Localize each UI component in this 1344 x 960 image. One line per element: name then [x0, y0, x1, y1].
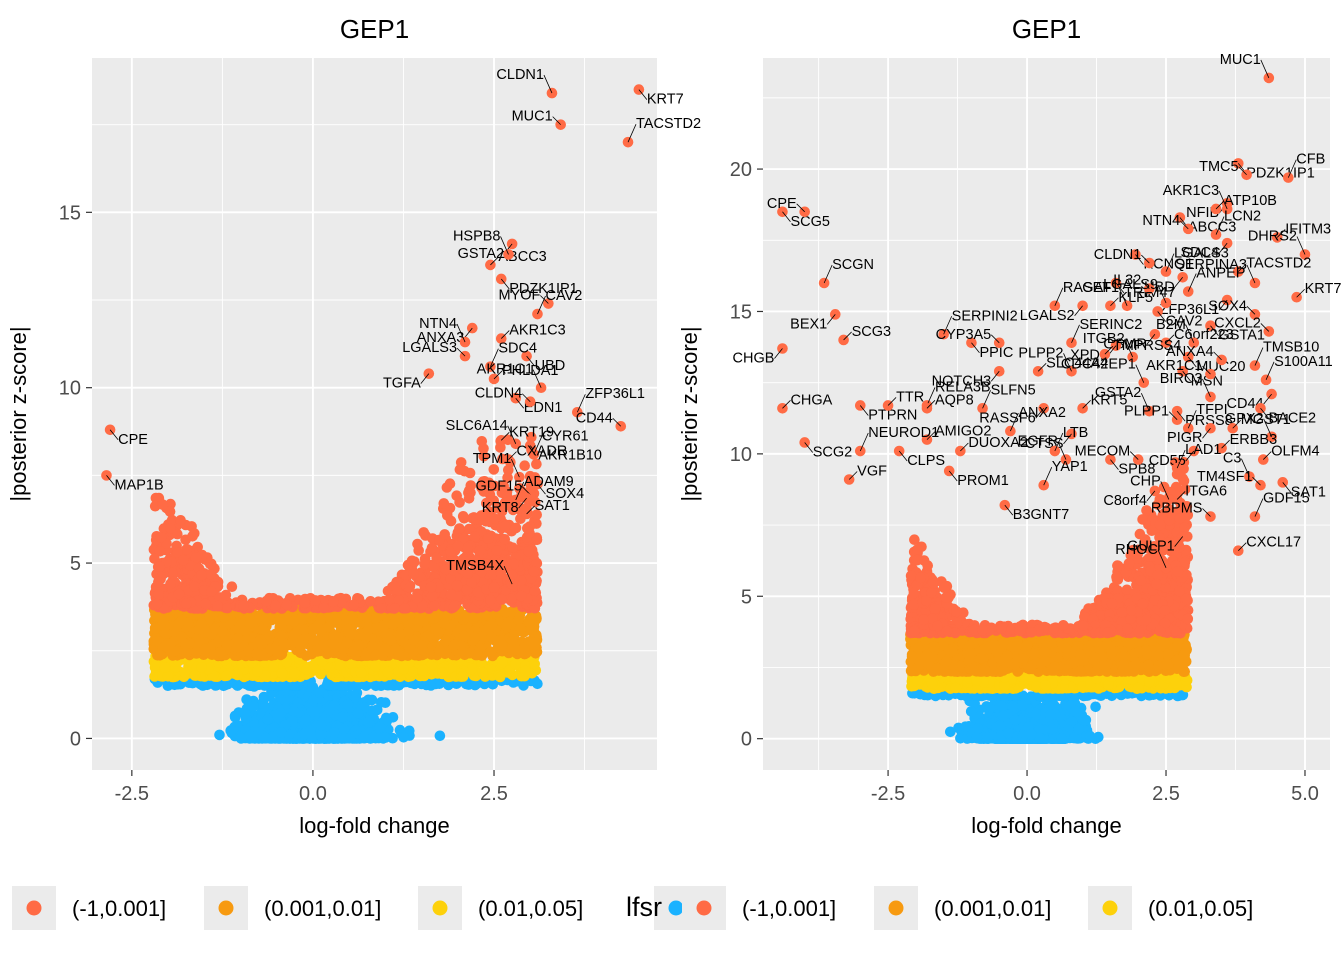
data-point [150, 660, 161, 671]
data-point [477, 667, 488, 678]
data-point [308, 695, 319, 706]
data-point [457, 671, 469, 682]
data-point [299, 728, 310, 740]
data-point [300, 714, 312, 725]
data-point [437, 667, 448, 678]
data-point [329, 700, 340, 711]
data-point [179, 667, 191, 678]
data-point [375, 697, 387, 708]
data-point [374, 721, 386, 733]
data-point [196, 662, 207, 673]
data-point [276, 727, 287, 738]
data-point [363, 716, 374, 728]
data-point [275, 707, 287, 719]
data-point [225, 725, 236, 736]
data-point [240, 708, 251, 719]
data-point [315, 729, 326, 741]
data-point [244, 730, 256, 741]
data-point [229, 712, 241, 723]
data-point [338, 723, 350, 735]
data-point [262, 713, 274, 725]
data-point [494, 671, 506, 683]
data-point [315, 719, 327, 731]
data-point [189, 670, 201, 681]
data-point [352, 708, 364, 719]
data-point [497, 656, 508, 668]
data-point [367, 732, 379, 743]
data-point [532, 678, 543, 690]
data-point [260, 733, 272, 744]
data-point [398, 732, 409, 743]
data-point [342, 699, 354, 710]
data-point [159, 662, 171, 673]
data-point [214, 729, 225, 741]
data-point [510, 659, 521, 670]
data-point [434, 730, 446, 742]
data-point [221, 670, 232, 681]
data-point [337, 712, 348, 723]
data-point [375, 680, 387, 691]
data-point [288, 705, 300, 717]
data-point [248, 701, 259, 712]
data-point [520, 665, 531, 677]
data-point [529, 658, 540, 670]
point-cloud [148, 431, 543, 744]
